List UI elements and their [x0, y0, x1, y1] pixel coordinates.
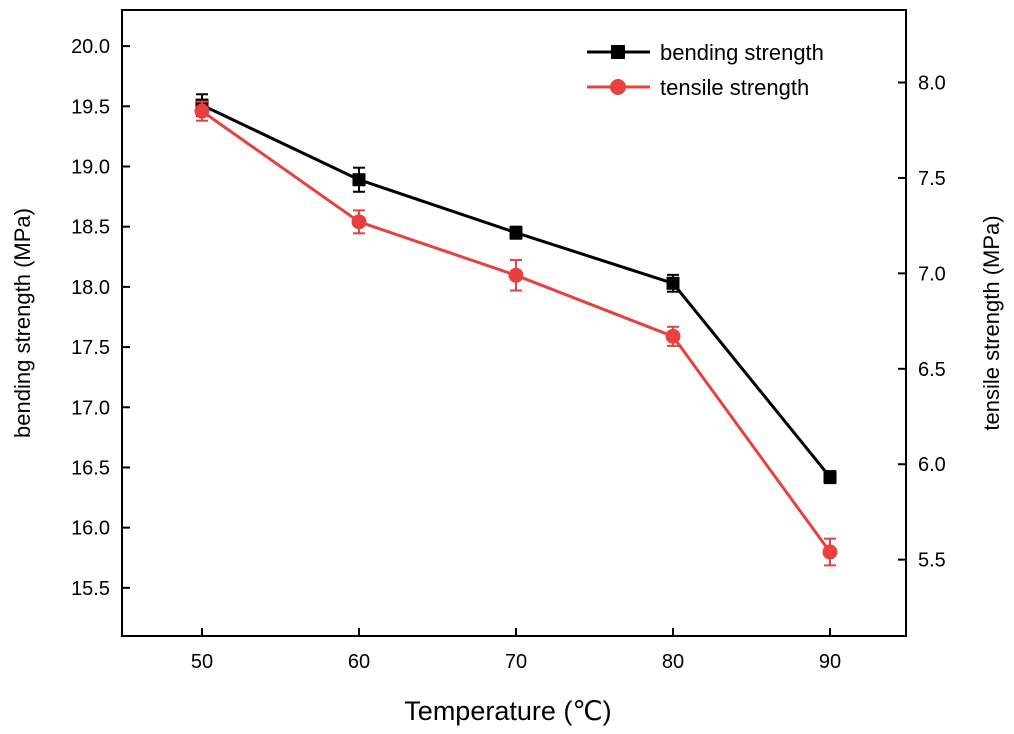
x-tick-label: 80 [662, 651, 684, 673]
left-y-axis-title: bending strength (MPa) [10, 208, 35, 438]
data-point-tensile [351, 214, 367, 230]
data-point-tensile [508, 267, 524, 283]
left-y-axis: 15.5 16.0 16.5 17.0 17.5 18.0 18.5 19.0 19.5 20.0 [71, 36, 130, 600]
right-y-tick-label: 8.0 [918, 73, 946, 95]
left-y-tick-label: 17.0 [71, 397, 110, 419]
right-y-tick-label: 5.5 [918, 550, 946, 572]
x-tick-label: 60 [348, 651, 370, 673]
left-y-tick-label: 16.5 [71, 457, 110, 479]
right-y-tick-label: 7.0 [918, 263, 946, 285]
x-tick-label: 90 [819, 651, 841, 673]
legend-item-bending: bending strength [587, 40, 824, 65]
left-y-tick-label: 20.0 [71, 36, 110, 58]
right-y-tick-label: 6.5 [918, 359, 946, 381]
left-y-tick-label: 16.0 [71, 518, 110, 540]
right-y-tick-label: 7.5 [918, 168, 946, 190]
legend: bending strength tensile strength [587, 40, 824, 100]
x-axis: 50 60 70 80 90 [191, 628, 841, 673]
plot-frame [121, 9, 907, 637]
right-y-axis-title: tensile strength (MPa) [979, 215, 1004, 430]
left-y-tick-label: 18.5 [71, 217, 110, 239]
x-tick-label: 70 [505, 651, 527, 673]
x-tick-label: 50 [191, 651, 213, 673]
data-point-tensile [665, 328, 681, 344]
data-point-tensile [822, 544, 838, 560]
legend-label-tensile: tensile strength [660, 75, 809, 100]
data-point-bending [352, 173, 366, 187]
left-y-tick-label: 19.5 [71, 96, 110, 118]
right-y-axis: 5.5 6.0 6.5 7.0 7.5 8.0 [898, 73, 946, 572]
x-axis-title: Temperature (℃) [404, 696, 611, 726]
series-tensile [194, 100, 838, 567]
data-point-tensile [194, 103, 210, 119]
data-point-bending [666, 276, 680, 290]
left-y-tick-label: 18.0 [71, 277, 110, 299]
right-y-tick-label: 6.0 [918, 454, 946, 476]
legend-item-tensile: tensile strength [587, 75, 809, 100]
legend-marker-tensile [610, 79, 626, 95]
series-layer [194, 93, 838, 567]
data-point-bending [823, 470, 837, 484]
left-y-tick-label: 17.5 [71, 337, 110, 359]
left-y-tick-label: 19.0 [71, 157, 110, 179]
left-y-tick-label: 15.5 [71, 578, 110, 600]
data-point-bending [509, 226, 523, 240]
legend-marker-bending [611, 45, 625, 59]
series-line-tensile [201, 109, 832, 553]
legend-label-bending: bending strength [660, 40, 824, 65]
